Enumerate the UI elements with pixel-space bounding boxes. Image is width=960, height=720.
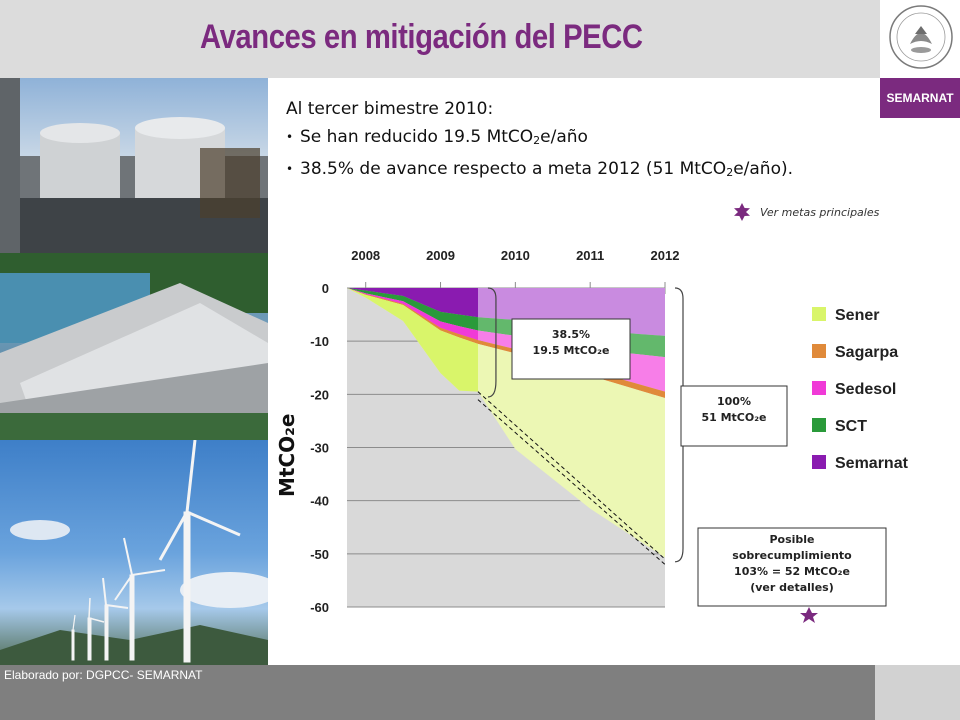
- summary-intro: Al tercer bimestre 2010:: [286, 99, 494, 119]
- legend-swatch: [812, 418, 826, 432]
- y-tick-label: -40: [310, 494, 329, 509]
- y-tick-label: -30: [310, 441, 329, 456]
- y-tick-label: -20: [310, 387, 329, 402]
- legend-label: SCT: [835, 418, 867, 435]
- summary-text: Al tercer bimestre 2010: Se han reducido…: [286, 95, 793, 187]
- legend-label: Sagarpa: [835, 344, 898, 361]
- y-tick-label: -10: [310, 334, 329, 349]
- legend-swatch: [812, 307, 826, 321]
- subscript: 2: [533, 134, 541, 147]
- callout-overcompliance-text: Posible: [769, 533, 814, 546]
- semarnat-logo: SEMARNAT: [880, 78, 960, 118]
- mexico-seal-logo: [889, 5, 953, 69]
- callout-overcompliance-text: (ver detalles): [750, 581, 834, 594]
- summary-bullet-text: Se han reducido 19.5 MtCO: [300, 127, 534, 147]
- area-sener: [347, 288, 478, 392]
- callout-overcompliance-text: sobrecumplimiento: [732, 549, 852, 562]
- wind-turbines-photo: [0, 440, 268, 665]
- ver-metas-label: Ver metas principales: [760, 205, 880, 219]
- summary-bullet: 38.5% de avance respecto a meta 2012 (51…: [286, 155, 793, 187]
- summary-bullet: Se han reducido 19.5 MtCO2e/año: [286, 123, 793, 155]
- area-sedesol: [347, 288, 478, 341]
- x-tick-label: 2012: [651, 248, 680, 263]
- area-sener-projected: [347, 288, 665, 558]
- subscript: 2: [726, 166, 734, 179]
- footer-credit: Elaborado por: DGPCC- SEMARNAT: [4, 668, 203, 682]
- x-tick-label: 2010: [501, 248, 530, 263]
- star-icon[interactable]: [732, 202, 752, 222]
- y-axis-label: MtCO₂e: [275, 414, 299, 497]
- callout-goal: [680, 385, 788, 447]
- callout-overcompliance-text: 103% = 52 MtCO₂e: [734, 565, 850, 578]
- y-tick-label: -50: [310, 547, 329, 562]
- footer-corner: [875, 665, 960, 720]
- legend-label: Sener: [835, 307, 879, 324]
- callout-achieved-text: 19.5 MtCO₂e: [533, 344, 610, 357]
- bracket-achieved: [487, 287, 497, 398]
- x-tick-label: 2008: [351, 248, 380, 263]
- summary-bullet-text: e/año: [540, 127, 588, 147]
- area-sct: [347, 288, 478, 331]
- footer-bar: [0, 665, 875, 720]
- y-tick-label: -60: [310, 600, 329, 615]
- area-semarnat: [347, 288, 478, 318]
- header-bar: [0, 0, 880, 78]
- x-tick-label: 2009: [426, 248, 455, 263]
- cooling-tower-photo: [0, 78, 268, 253]
- legend-label: Sedesol: [835, 381, 896, 398]
- page-title: Avances en mitigación del PECC: [200, 18, 643, 56]
- callout-achieved: [511, 318, 631, 380]
- callout-goal-text: 51 MtCO₂e: [701, 411, 766, 424]
- ver-metas-link[interactable]: Ver metas principales: [732, 202, 879, 222]
- legend-label: Semarnat: [835, 455, 909, 472]
- area-sagarpa: [347, 288, 478, 344]
- callout-overcompliance: [697, 527, 887, 607]
- x-tick-label: 2011: [576, 248, 604, 263]
- callout-goal-text: 100%: [717, 395, 751, 408]
- y-tick-label: 0: [322, 281, 329, 296]
- star-icon: [800, 607, 818, 623]
- summary-bullet-text: e/año).: [733, 159, 794, 179]
- legend-swatch: [812, 344, 826, 358]
- callout-achieved-text: 38.5%: [552, 328, 590, 341]
- mitigation-chart: 0 -10 -20 -30 -40 -50 -60 2008 2009 2010 2011 2012 M…: [272, 235, 960, 665]
- legend-swatch: [812, 381, 826, 395]
- summary-bullet-text: 38.5% de avance respecto a meta 2012 (51…: [300, 159, 727, 179]
- legend-swatch: [812, 455, 826, 469]
- dam-photo: [0, 253, 268, 440]
- chart-svg: 0 -10 -20 -30 -40 -50 -60 2008 2009 2010 2011 2012 M…: [275, 248, 912, 623]
